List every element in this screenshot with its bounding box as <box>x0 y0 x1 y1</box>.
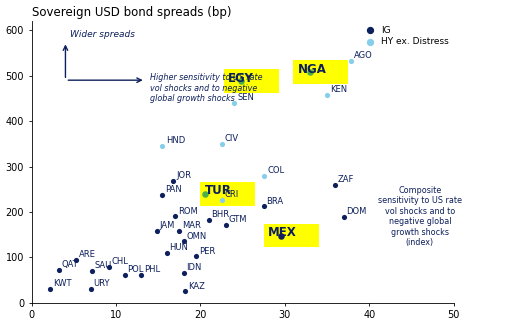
Text: PAN: PAN <box>165 185 182 194</box>
Point <box>158 143 167 148</box>
Text: KAZ: KAZ <box>188 282 205 290</box>
Text: ZAF: ZAF <box>338 175 354 184</box>
Point <box>46 287 54 292</box>
FancyBboxPatch shape <box>264 224 319 247</box>
Text: NGA: NGA <box>297 63 326 76</box>
Point <box>221 222 230 227</box>
Text: URY: URY <box>93 279 110 288</box>
Text: Composite
sensitivity to US rate
vol shocks and to
negative global
growth shocks: Composite sensitivity to US rate vol sho… <box>378 186 462 247</box>
Text: SAU: SAU <box>95 261 112 270</box>
Point <box>192 254 201 259</box>
Point <box>162 250 171 256</box>
Text: SEN: SEN <box>238 93 254 102</box>
Point <box>120 272 129 277</box>
Point <box>179 239 188 244</box>
Point <box>158 192 167 197</box>
Text: HND: HND <box>166 136 185 145</box>
Text: Wider spreads: Wider spreads <box>70 30 135 39</box>
FancyBboxPatch shape <box>224 69 279 93</box>
Text: KWT: KWT <box>53 279 71 288</box>
Text: TUR: TUR <box>205 184 231 197</box>
Point <box>171 214 179 219</box>
Text: POL: POL <box>127 265 144 274</box>
Text: KEN: KEN <box>330 85 347 94</box>
Text: Sovereign USD bond spreads (bp): Sovereign USD bond spreads (bp) <box>32 6 231 19</box>
Text: JOR: JOR <box>176 171 191 180</box>
Text: BHR: BHR <box>211 210 229 219</box>
Point <box>346 58 355 64</box>
Text: CRI: CRI <box>225 190 239 199</box>
Point <box>217 141 226 146</box>
Text: DOM: DOM <box>346 207 367 216</box>
Point <box>339 215 348 220</box>
Point <box>105 265 113 270</box>
Text: BRA: BRA <box>267 197 284 206</box>
Point <box>260 173 268 178</box>
Point <box>152 229 161 234</box>
Point <box>169 178 178 184</box>
Text: JAM: JAM <box>159 221 174 230</box>
Point <box>260 204 268 209</box>
Text: COL: COL <box>267 166 284 175</box>
Text: AGO: AGO <box>354 51 373 60</box>
Point <box>54 268 63 273</box>
Text: EGY: EGY <box>228 72 254 85</box>
Point <box>137 272 146 277</box>
Point <box>306 69 314 75</box>
Point <box>179 271 188 276</box>
Text: CIV: CIV <box>225 134 239 143</box>
Text: MAR: MAR <box>182 221 201 230</box>
Point <box>175 229 184 234</box>
Text: PER: PER <box>199 246 215 256</box>
Text: QAT: QAT <box>61 260 78 269</box>
Point <box>237 79 245 84</box>
Point <box>87 287 95 292</box>
Point <box>230 100 238 106</box>
Point <box>88 268 97 274</box>
Point <box>205 217 213 223</box>
Text: Higher sensitivity to US rate
vol shocks and to negative
global growth shocks: Higher sensitivity to US rate vol shocks… <box>150 73 262 103</box>
Text: CHL: CHL <box>112 258 129 266</box>
Point <box>323 92 331 97</box>
FancyBboxPatch shape <box>293 60 348 84</box>
Text: ROM: ROM <box>178 207 197 215</box>
FancyBboxPatch shape <box>201 182 255 206</box>
Point <box>201 191 209 196</box>
Point <box>331 182 340 187</box>
Text: MEX: MEX <box>268 226 297 239</box>
Point <box>71 257 80 262</box>
Legend: IG, HY ex. Distress: IG, HY ex. Distress <box>361 26 449 46</box>
Text: ARE: ARE <box>79 250 96 259</box>
Point <box>217 198 226 203</box>
Point <box>276 233 285 238</box>
Text: IDN: IDN <box>186 263 202 272</box>
Text: GTM: GTM <box>228 215 247 224</box>
Text: OMN: OMN <box>186 231 206 241</box>
Text: HUN: HUN <box>169 243 188 252</box>
Point <box>181 289 189 294</box>
Text: PHL: PHL <box>144 265 160 274</box>
